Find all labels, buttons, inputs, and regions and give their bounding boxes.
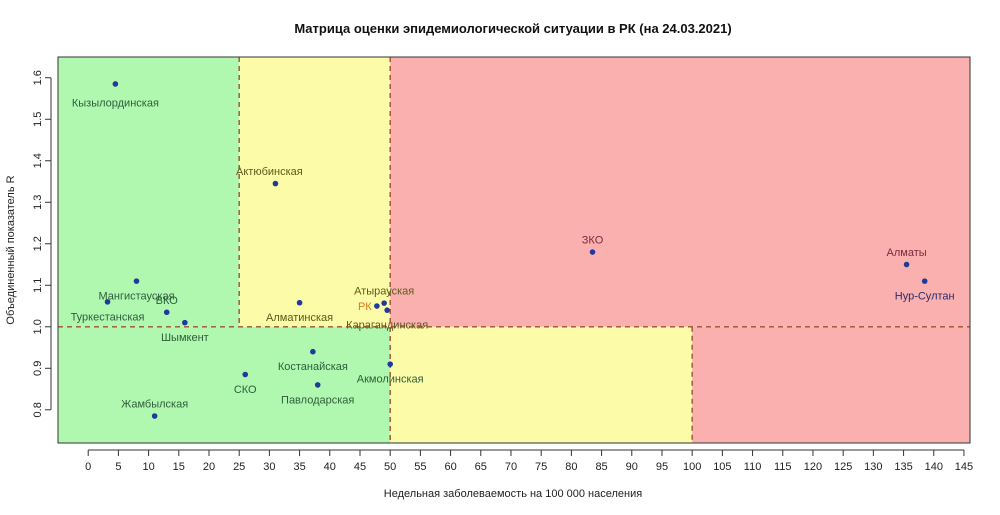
point-label-11: РК	[358, 301, 372, 313]
y-tick-label-0.9: 0.9	[32, 361, 44, 376]
point-label-5: Мангистауская	[98, 291, 174, 303]
x-tick-label-100: 100	[683, 461, 701, 473]
point-15	[242, 371, 249, 378]
point-16	[314, 382, 321, 388]
point-10	[381, 300, 387, 306]
point-3	[903, 261, 910, 268]
point-label-13: Акмолинская	[357, 374, 424, 386]
x-tick-label-105: 105	[713, 461, 731, 473]
point-0	[112, 81, 119, 87]
x-tick-label-15: 15	[173, 461, 185, 473]
point-13	[387, 361, 393, 367]
point-8	[182, 319, 188, 326]
y-tick-label-1: 1.0	[32, 319, 44, 334]
point-1	[272, 180, 279, 187]
y-tick-label-1.3: 1.3	[32, 195, 44, 210]
x-tick-label-30: 30	[263, 461, 275, 473]
point-label-12: Карагандинская	[346, 320, 428, 332]
x-tick-label-10: 10	[142, 461, 154, 473]
x-tick-label-115: 115	[774, 461, 792, 473]
risk-zone-5	[692, 326, 970, 443]
data-points	[104, 81, 928, 419]
point-label-4: Нур-Султан	[895, 291, 955, 303]
point-17	[151, 413, 158, 419]
point-label-14: Костанайская	[278, 361, 348, 373]
point-9	[296, 299, 303, 306]
point-4	[921, 278, 928, 284]
y-tick-label-1.2: 1.2	[32, 236, 44, 251]
threshold-lines	[58, 57, 970, 443]
y-tick-label-0.8: 0.8	[32, 402, 44, 417]
point-label-15: СКО	[234, 384, 257, 396]
risk-zones	[58, 57, 970, 443]
x-tick-label-45: 45	[354, 461, 366, 473]
point-12	[384, 307, 390, 313]
chart-title: Матрица оценки эпидемиологической ситуац…	[294, 21, 731, 36]
x-tick-label-35: 35	[293, 461, 305, 473]
y-axis: 0.8 0.9 1.0 1.1 1.2 1.3 1.4 1.5 1.6	[32, 70, 52, 417]
y-tick-label-1.6: 1.6	[32, 70, 44, 85]
point-label-6: Туркестанская	[71, 311, 145, 323]
x-axis-label: Недельная заболеваемость на 100 000 насе…	[384, 488, 642, 500]
x-tick-label-55: 55	[414, 461, 426, 473]
point-11	[374, 303, 380, 309]
plot-frame	[57, 56, 971, 444]
x-tick-label-50: 50	[384, 461, 396, 473]
x-tick-label-130: 130	[864, 461, 882, 473]
point-label-0: Кызылординская	[72, 98, 159, 110]
x-tick-label-5: 5	[115, 461, 121, 473]
x-tick-label-90: 90	[626, 461, 638, 473]
risk-zone-1	[239, 57, 391, 327]
x-tick-label-95: 95	[656, 461, 668, 473]
y-tick-label-1.5: 1.5	[32, 112, 44, 127]
x-tick-label-20: 20	[203, 461, 215, 473]
point-label-3: Алматы	[887, 247, 927, 259]
point-14	[310, 348, 316, 355]
x-tick-label-85: 85	[595, 461, 607, 473]
x-tick-label-125: 125	[834, 461, 852, 473]
point-labels: Кызылординская Актюбинская ЗКО Алматы Нур-Су…	[71, 98, 955, 411]
point-label-8: Шымкент	[161, 332, 209, 344]
point-5	[133, 278, 140, 284]
point-label-1: Актюбинская	[236, 166, 303, 178]
x-tick-label-135: 135	[894, 461, 912, 473]
risk-zone-4	[390, 326, 693, 443]
x-tick-label-65: 65	[475, 461, 487, 473]
point-label-7: ВКО	[156, 295, 179, 307]
y-axis-label: Объединенный показатель R	[5, 175, 17, 324]
y-tick-label-1.4: 1.4	[32, 153, 44, 168]
x-tick-label-120: 120	[804, 461, 822, 473]
x-tick-label-110: 110	[744, 461, 762, 473]
point-label-17: Жамбылская	[121, 399, 188, 411]
x-axis: 0 5 10 15 20 25 30 35 40 45 50 55 60 65 70 75 80 85 90 95 10…	[85, 449, 973, 473]
risk-zone-3	[58, 326, 391, 443]
x-tick-label-0: 0	[85, 461, 91, 473]
x-tick-label-70: 70	[505, 461, 517, 473]
point-7	[163, 309, 170, 316]
x-tick-label-60: 60	[444, 461, 456, 473]
point-label-10: Атырауская	[354, 286, 414, 298]
x-tick-label-25: 25	[233, 461, 245, 473]
y-tick-label-1.1: 1.1	[32, 278, 44, 293]
x-tick-label-145: 145	[955, 461, 973, 473]
point-label-16: Павлодарская	[281, 394, 354, 406]
point-label-9: Алматинская	[266, 312, 333, 324]
x-tick-label-140: 140	[925, 461, 943, 473]
point-2	[589, 249, 596, 255]
x-tick-label-75: 75	[535, 461, 547, 473]
point-label-2: ЗКО	[582, 235, 604, 247]
risk-zone-2	[390, 57, 970, 327]
x-tick-label-80: 80	[565, 461, 577, 473]
risk-zone-0	[58, 57, 240, 327]
point-6	[104, 299, 111, 305]
x-tick-label-40: 40	[324, 461, 336, 473]
